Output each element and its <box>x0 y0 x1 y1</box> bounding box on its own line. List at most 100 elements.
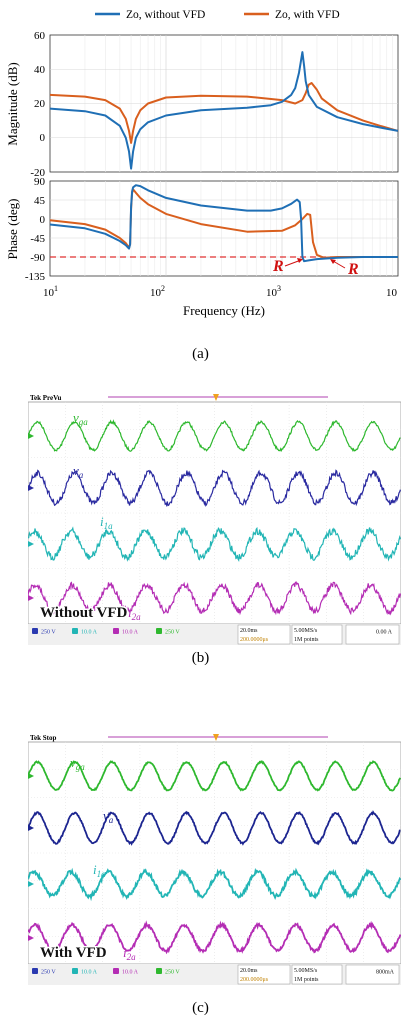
ch1-marker <box>32 968 38 974</box>
trigger-marker-icon <box>213 734 219 741</box>
trace-i-1a <box>28 526 401 562</box>
caption-c: (c) <box>192 1000 209 1016</box>
ch3-marker <box>113 628 119 634</box>
phase-ylabel: Phase (deg) <box>5 198 20 259</box>
scope-traces <box>28 419 401 616</box>
legend-label-without-vfd: Zo, without VFD <box>126 9 205 21</box>
scope-condition-label: With VFD <box>40 945 107 961</box>
scope-status: Tek PreVu <box>30 394 62 402</box>
label-v-a: va <box>103 808 114 825</box>
trigger-box <box>345 964 400 985</box>
scope-footer: 250 V 10.0 A 10.0 A 250 V 20.0ms 200.000… <box>28 624 401 645</box>
series-line-zo-without-vfd <box>49 51 399 170</box>
footer-ch2: 10.0 A <box>81 630 98 636</box>
channel-marker <box>28 881 34 887</box>
label-i-2a: i2a <box>123 945 136 962</box>
mag-ytick-minus20: -20 <box>30 167 45 179</box>
footer-points: 1M points <box>294 977 319 983</box>
footer-ch2: 10.0 A <box>81 970 98 976</box>
series-line-zo-with-vfd <box>49 188 398 259</box>
footer-ch1: 250 V <box>41 630 56 636</box>
channel-marker <box>28 595 34 601</box>
bode-plot: Zo, without VFD Zo, with VFD 60 40 20 0 … <box>5 9 399 318</box>
trigger-box <box>345 624 400 645</box>
timebase-box <box>237 624 291 645</box>
label-v-ga: vga <box>73 410 88 427</box>
ph-ytick-minus90: -90 <box>30 252 45 264</box>
x-ticks: 101 102 103 10 Frequency (Hz) <box>43 284 398 318</box>
channel-marker <box>28 935 34 941</box>
label-v-a: va <box>73 463 84 480</box>
trace-v-ga <box>28 419 401 453</box>
magnitude-axes: 60 40 20 0 -20 Magnitude (dB) <box>5 30 399 179</box>
footer-points: 1M points <box>294 637 319 643</box>
label-v-ga: vga <box>70 755 85 772</box>
footer-sample-rate: 5.00MS/s <box>294 968 318 974</box>
bode-xlabel: Frequency (Hz) <box>183 303 265 318</box>
oscilloscope-without-vfd: Tek PreVu vga va i1a i2a Without VFD 250… <box>28 392 401 645</box>
scope-condition-label: Without VFD <box>40 605 128 621</box>
footer-offset: 200.0000μs <box>240 977 269 983</box>
trigger-marker-icon <box>213 394 219 401</box>
footer-trigger: 800mA <box>376 970 395 976</box>
annotation-r-2: R <box>347 261 359 278</box>
ch4-marker <box>156 968 162 974</box>
series-line-zo-without-vfd <box>49 184 398 263</box>
caption-b: (b) <box>191 650 210 666</box>
trace-v-a <box>28 810 401 846</box>
ch2-marker <box>72 628 78 634</box>
ph-ytick-minus135: -135 <box>25 271 46 283</box>
footer-timebase: 20.0ms <box>240 628 258 634</box>
xtick-10-3: 103 <box>266 284 281 299</box>
trace-v-ga <box>28 760 401 792</box>
ph-ytick-90: 90 <box>34 176 46 188</box>
phase-axes: 90 45 0 -45 -90 -135 Phase (deg) R R <box>5 176 399 283</box>
scope-status: Tek Stop <box>30 734 57 742</box>
oscilloscope-with-vfd: Tek Stop vga va i1a i2a With VFD 250 V 1… <box>28 732 401 985</box>
channel-labels: vga va i1a i2a <box>70 755 136 962</box>
trace-i-2a <box>28 581 401 616</box>
label-i-1a: i1a <box>100 514 113 531</box>
footer-sample-rate: 5.00MS/s <box>294 628 318 634</box>
legend: Zo, without VFD Zo, with VFD <box>95 9 340 21</box>
xtick-10-4: 10 <box>386 287 398 299</box>
footer-ch1: 250 V <box>41 970 56 976</box>
sample-box <box>291 964 343 985</box>
scope-grid <box>28 402 401 624</box>
series-line-zo-with-vfd <box>49 82 399 144</box>
ph-ytick-0: 0 <box>40 214 46 226</box>
caption-a: (a) <box>192 346 209 362</box>
channel-marker <box>28 773 34 779</box>
annotation-arrow-2 <box>332 260 346 269</box>
scope-traces <box>28 760 401 956</box>
ch3-marker <box>113 968 119 974</box>
magnitude-series <box>49 51 399 170</box>
footer-ch4: 250 V <box>165 630 180 636</box>
phase-series <box>49 184 398 263</box>
footer-timebase: 20.0ms <box>240 968 258 974</box>
channel-labels: vga va i1a i2a <box>73 410 141 622</box>
magnitude-ylabel: Magnitude (dB) <box>5 62 20 145</box>
mag-ytick-40: 40 <box>34 64 46 76</box>
ch2-marker <box>72 968 78 974</box>
xtick-10-1: 101 <box>43 284 58 299</box>
scope-footer: 250 V 10.0 A 10.0 A 250 V 20.0ms 200.000… <box>28 964 401 985</box>
legend-label-with-vfd: Zo, with VFD <box>275 9 340 21</box>
footer-ch4: 250 V <box>165 970 180 976</box>
annotation-arrowhead-2 <box>330 259 336 264</box>
xtick-10-2: 102 <box>150 284 165 299</box>
channel-marker <box>28 541 34 547</box>
label-i-2a: i2a <box>128 605 141 622</box>
trace-i-1a <box>28 867 401 902</box>
timebase-box <box>237 964 291 985</box>
ph-ytick-45: 45 <box>34 195 46 207</box>
footer-trigger: 0.00 A <box>376 630 393 636</box>
ph-ytick-minus45: -45 <box>30 233 45 245</box>
ch4-marker <box>156 628 162 634</box>
mag-ytick-0: 0 <box>40 132 46 144</box>
trace-i-2a <box>28 920 401 956</box>
ch1-marker <box>32 628 38 634</box>
label-i-1a: i1a <box>93 862 106 879</box>
sample-box <box>291 624 343 645</box>
scope-background <box>28 392 401 645</box>
